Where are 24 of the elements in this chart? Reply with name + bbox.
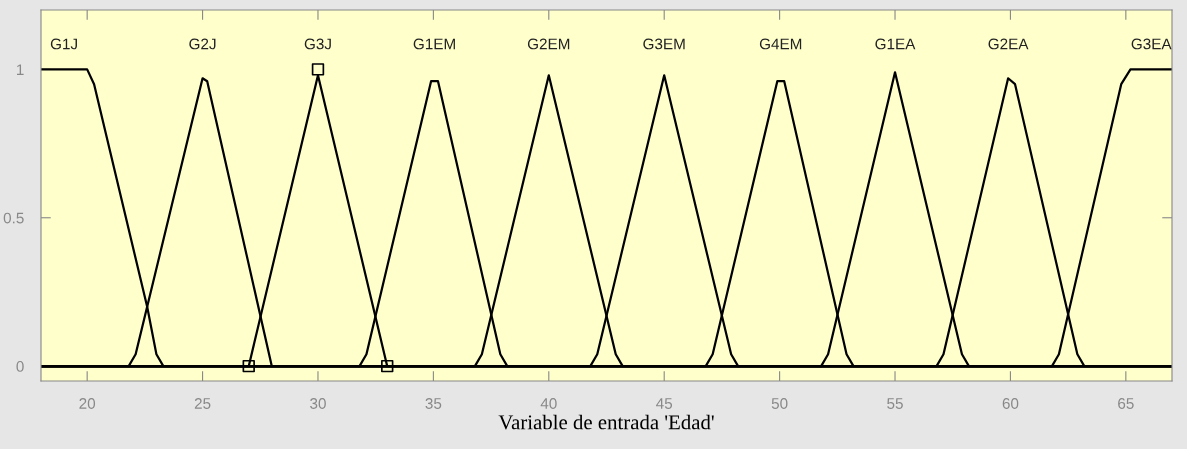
x-tick-label: 20 bbox=[79, 398, 96, 409]
text: G2J bbox=[189, 38, 216, 50]
series-label: G1EA bbox=[875, 38, 916, 50]
x-tick-label: 35 bbox=[425, 398, 442, 409]
y-tick-label: 0.5 bbox=[3, 212, 24, 224]
series-label: G3EA bbox=[1131, 38, 1172, 50]
text: G2EA bbox=[988, 38, 1029, 50]
y-tick-label: 1 bbox=[17, 64, 24, 75]
x-tick-label: 45 bbox=[656, 398, 673, 409]
x-tick-label: 60 bbox=[1002, 398, 1019, 409]
text: G4EM bbox=[759, 38, 802, 50]
series-label: G1J bbox=[50, 38, 77, 50]
y-tick-label: 0 bbox=[16, 361, 24, 372]
text: G1EM bbox=[413, 38, 455, 50]
x-tick-label: 40 bbox=[540, 398, 557, 409]
x-tick-label: 25 bbox=[194, 398, 211, 409]
x-tick-label: 65 bbox=[1118, 398, 1134, 409]
text: G3EM bbox=[643, 38, 685, 50]
text: G2EM bbox=[527, 38, 570, 50]
series-label: G3J bbox=[304, 38, 331, 50]
x-axis-title: Variable de entrada 'Edad' bbox=[498, 414, 714, 430]
x-tick-label: 55 bbox=[887, 398, 903, 409]
x-tick-label: 50 bbox=[771, 398, 788, 409]
x-tick-label: 30 bbox=[310, 398, 326, 409]
